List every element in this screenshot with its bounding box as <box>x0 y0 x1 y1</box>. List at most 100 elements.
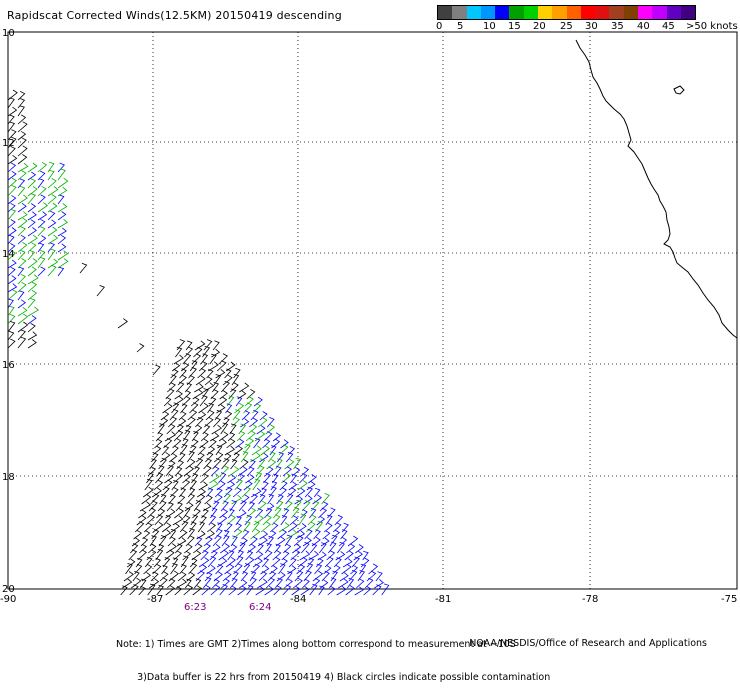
wind-barb <box>47 178 57 189</box>
wind-barb <box>225 480 236 491</box>
wind-barb <box>17 282 27 293</box>
wind-barb <box>57 243 67 253</box>
wind-barb <box>257 578 268 589</box>
wind-barb <box>174 508 184 519</box>
wind-barb <box>178 487 187 498</box>
wind-barb <box>217 515 228 526</box>
scale-label: 10 <box>483 21 496 32</box>
wind-barb <box>221 380 230 393</box>
wind-barb <box>205 487 214 498</box>
wind-barb <box>153 479 164 491</box>
wind-barb <box>301 500 311 512</box>
wind-barb <box>155 431 164 442</box>
wind-barb <box>151 487 162 498</box>
wind-barb <box>239 382 250 393</box>
scale-label: 30 <box>585 21 598 32</box>
wind-barb <box>248 536 258 547</box>
wind-barb <box>291 585 301 596</box>
wind-barb <box>170 563 178 575</box>
wind-barb <box>256 500 267 512</box>
wind-barb <box>47 226 58 237</box>
scale-label: 45 <box>662 21 675 32</box>
wind-barb <box>161 445 170 456</box>
wind-barb <box>214 409 223 421</box>
wind-barb <box>320 537 330 547</box>
measurement-time-label: 6:24 <box>249 602 271 613</box>
wind-barb <box>192 508 201 519</box>
wind-barb <box>365 577 374 589</box>
wind-barb <box>162 557 171 568</box>
wind-barb <box>309 507 317 519</box>
island <box>673 85 685 95</box>
latitude-label: 14 <box>2 249 15 260</box>
wind-barb <box>182 353 192 365</box>
wind-barb <box>221 458 230 470</box>
wind-barb <box>17 217 28 229</box>
wind-barb <box>278 444 289 456</box>
wind-barb <box>286 529 298 540</box>
wind-barb <box>37 218 46 229</box>
wind-barb <box>267 571 277 582</box>
wind-barb <box>223 410 233 421</box>
wind-barb <box>177 571 187 582</box>
wind-barb <box>237 585 247 596</box>
wind-barb <box>353 550 363 561</box>
wind-barb <box>37 266 46 277</box>
wind-barb <box>211 382 220 393</box>
note-line-2: 3)Data buffer is 22 hrs from 20150419 4)… <box>116 672 551 683</box>
wind-barb <box>209 473 220 484</box>
wind-barb <box>213 417 221 428</box>
wind-barb <box>187 487 196 498</box>
wind-barb <box>7 250 17 261</box>
wind-barb <box>177 494 186 505</box>
wind-barb <box>313 487 321 498</box>
scale-label: 20 <box>533 21 546 32</box>
wind-barb <box>237 509 247 519</box>
wind-barb <box>248 577 257 589</box>
wind-barb <box>27 315 37 325</box>
wind-barb <box>200 431 209 442</box>
wind-barb <box>215 563 224 575</box>
wind-barb <box>272 550 282 561</box>
wind-barb <box>210 466 220 477</box>
wind-barb <box>375 571 383 582</box>
wind-barb <box>154 438 163 449</box>
wind-barb <box>27 297 36 309</box>
wind-barb <box>37 161 48 173</box>
wind-barb <box>184 346 194 358</box>
wind-barb <box>267 493 275 505</box>
wind-barb <box>27 290 38 301</box>
wind-barb <box>252 478 261 491</box>
wind-barb <box>273 585 282 596</box>
wind-barb <box>316 516 326 526</box>
wind-barb <box>165 464 174 477</box>
wind-barb <box>186 374 195 386</box>
wind-barb <box>307 514 317 526</box>
wind-barb <box>27 306 39 317</box>
wind-barb <box>259 452 269 463</box>
wind-barb <box>47 186 59 197</box>
wind-barb <box>290 473 297 484</box>
wind-barb <box>7 184 17 197</box>
wind-barb <box>27 323 36 333</box>
wind-barb <box>176 537 187 547</box>
wind-barb <box>224 563 235 575</box>
wind-barb <box>202 424 211 435</box>
wind-barb <box>79 262 88 274</box>
wind-barb <box>239 579 248 589</box>
wind-barb <box>7 106 18 117</box>
wind-barb <box>282 584 292 596</box>
wind-barb <box>311 577 321 589</box>
wind-barb <box>148 543 157 554</box>
wind-barb <box>246 466 255 477</box>
wind-barb <box>259 530 269 540</box>
wind-barb <box>17 299 26 309</box>
wind-barb <box>47 219 57 229</box>
wind-barb <box>27 274 39 285</box>
wind-barb <box>7 121 16 133</box>
scale-label: 35 <box>611 21 624 32</box>
wind-barb <box>179 563 187 575</box>
wind-barb <box>182 429 191 442</box>
wind-barb <box>185 458 196 470</box>
